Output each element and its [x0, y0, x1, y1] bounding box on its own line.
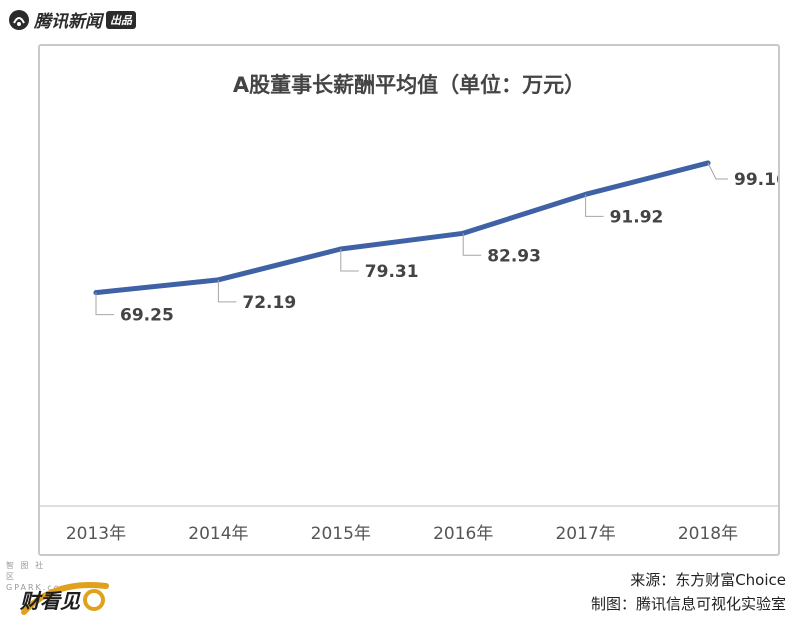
logo-text: 财看见 [20, 589, 80, 613]
source-text: 来源：东方财富Choice [630, 571, 786, 589]
data-label: 99.16 [734, 170, 778, 190]
line-chart: A股董事长薪酬平均值（单位：万元） 2013年 2014年 2015年 2016年 201… [40, 73, 778, 544]
brand-badge: 出品 [106, 10, 136, 29]
x-tick-label: 2014年 [188, 524, 248, 544]
data-label: 82.93 [487, 246, 541, 266]
data-label-leader [340, 248, 359, 272]
data-label-leader [462, 233, 482, 256]
series-line [93, 160, 711, 296]
x-tick-label: 2015年 [311, 524, 371, 544]
caikanjian-logo-icon [21, 582, 109, 615]
x-tick-label: 2018年 [678, 524, 738, 544]
data-label-leader [707, 162, 728, 180]
data-label-leader [585, 194, 604, 217]
data-point [215, 277, 221, 283]
brand-header: 腾讯新闻 出品 [8, 7, 136, 32]
data-label: 79.31 [365, 262, 419, 282]
source-block: 来源：东方财富Choice 制图：腾讯信息可视化实验室 [591, 568, 786, 616]
data-point [705, 160, 711, 166]
data-label: 69.25 [120, 306, 174, 326]
data-point [93, 290, 99, 296]
chart-frame: A股董事长薪酬平均值（单位：万元） 2013年 2014年 2015年 2016年 201… [38, 44, 780, 556]
data-label: 72.19 [242, 293, 296, 313]
chart-title: A股董事长薪酬平均值（单位：万元） [233, 73, 585, 97]
data-label: 91.92 [610, 207, 664, 227]
credit-text: 制图：腾讯信息可视化实验室 [590, 595, 786, 613]
x-tick-label: 2016年 [433, 524, 493, 544]
x-tick-label: 2017年 [555, 524, 615, 544]
data-label-leader [217, 279, 237, 303]
tencent-news-logo-icon [9, 9, 29, 30]
x-tick-label: 2013年 [66, 524, 126, 544]
data-label-leader [95, 292, 114, 316]
brand-name: 腾讯新闻 [34, 12, 102, 32]
watermark: 智 图 社 区 GPARK.com [6, 561, 71, 592]
